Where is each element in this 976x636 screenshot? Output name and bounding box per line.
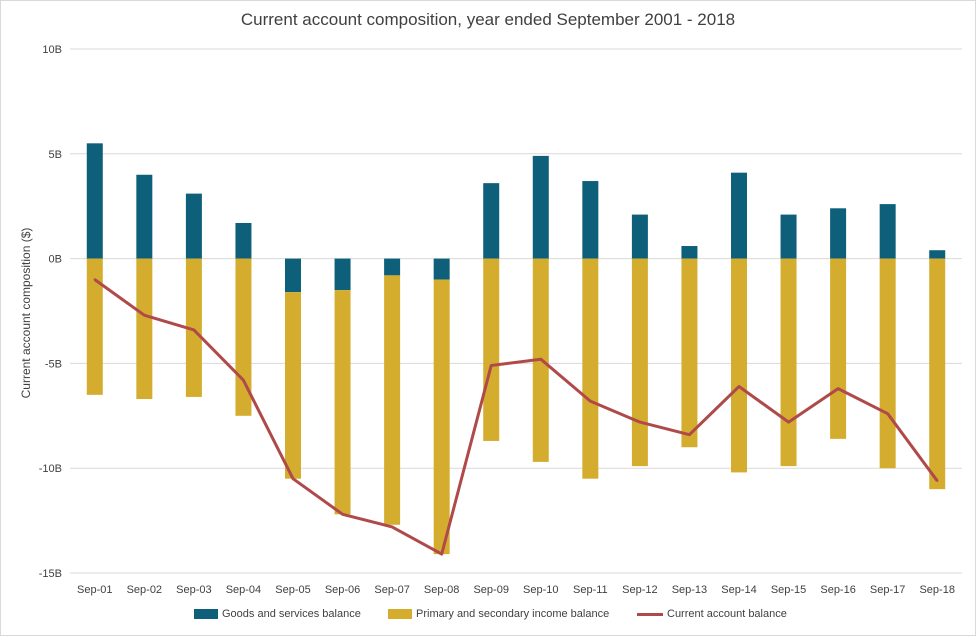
x-tick-label: Sep-02 bbox=[127, 584, 162, 596]
legend-swatch-goods bbox=[194, 609, 218, 619]
current-account-point bbox=[341, 513, 344, 516]
y-tick-label: 5B bbox=[49, 149, 62, 161]
x-tick-label: Sep-14 bbox=[721, 584, 756, 596]
x-tick-label: Sep-04 bbox=[226, 584, 261, 596]
legend-swatch-income bbox=[388, 609, 412, 619]
current-account-point bbox=[192, 328, 196, 332]
current-account-point bbox=[688, 433, 691, 436]
current-account-point bbox=[589, 399, 592, 403]
bar-primary-secondary-income bbox=[830, 258, 847, 439]
legend-item-current-account: Current account balance bbox=[637, 608, 787, 620]
current-account-point bbox=[886, 412, 889, 415]
legend: Goods and services balance Primary and s… bbox=[0, 608, 976, 626]
bar-primary-secondary-income bbox=[433, 279, 450, 555]
legend-label-goods: Goods and services balance bbox=[222, 608, 361, 620]
bar-primary-secondary-income bbox=[582, 258, 599, 479]
legend-label-income: Primary and secondary income balance bbox=[416, 608, 610, 620]
current-account-point bbox=[737, 385, 741, 388]
legend-item-income: Primary and secondary income balance bbox=[388, 608, 609, 620]
current-account-point bbox=[836, 387, 840, 390]
x-tick-label: Sep-11 bbox=[573, 584, 608, 596]
y-tick-label: -5B bbox=[45, 358, 62, 370]
current-account-point bbox=[490, 364, 493, 367]
legend-label-current-account: Current account balance bbox=[667, 608, 787, 620]
bar-goods-services bbox=[285, 258, 301, 293]
bar-goods-services bbox=[780, 214, 797, 259]
bar-goods-services bbox=[681, 246, 698, 259]
y-tick-label: 10B bbox=[42, 44, 62, 56]
bar-goods-services bbox=[532, 155, 549, 259]
x-tick-label: Sep-16 bbox=[820, 584, 855, 596]
bar-primary-secondary-income bbox=[185, 258, 202, 397]
bar-primary-secondary-income bbox=[86, 258, 103, 395]
bar-goods-services bbox=[582, 181, 599, 259]
bar-goods-services bbox=[731, 172, 747, 259]
legend-item-goods: Goods and services balance bbox=[194, 608, 361, 620]
y-tick-label: -15B bbox=[39, 568, 62, 580]
bar-primary-secondary-income bbox=[384, 275, 401, 525]
legend-swatch-current-account bbox=[637, 612, 663, 616]
x-tick-label: Sep-07 bbox=[374, 584, 409, 596]
x-tick-label: Sep-18 bbox=[919, 584, 954, 596]
current-account-point bbox=[440, 552, 443, 556]
x-tick-label: Sep-03 bbox=[176, 584, 211, 596]
bar-goods-services bbox=[235, 222, 252, 259]
x-tick-label: Sep-05 bbox=[275, 584, 310, 596]
bar-goods-services bbox=[631, 214, 648, 259]
x-tick-label: Sep-15 bbox=[771, 584, 806, 596]
gridlines bbox=[70, 48, 962, 574]
bar-primary-secondary-income bbox=[136, 258, 153, 400]
bar-primary-secondary-income bbox=[631, 258, 648, 467]
x-tick-label: Sep-12 bbox=[622, 584, 657, 596]
bar-goods-services bbox=[433, 258, 450, 280]
x-tick-label: Sep-13 bbox=[672, 584, 707, 596]
bar-goods-services bbox=[136, 174, 153, 259]
x-tick-label: Sep-10 bbox=[523, 584, 558, 596]
bar-primary-secondary-income bbox=[780, 258, 797, 467]
x-tick-label: Sep-08 bbox=[424, 584, 459, 596]
y-axis-ticks: 10B 5B 0B -5B -10B -15B bbox=[39, 44, 62, 580]
current-account-line bbox=[93, 278, 939, 556]
x-axis-ticks: Sep-01 Sep-02 Sep-03 Sep-04 Sep-05 Sep-06 Sep-… bbox=[77, 584, 955, 596]
bar-primary-secondary-income bbox=[731, 258, 747, 473]
current-account-point bbox=[242, 378, 245, 382]
x-tick-label: Sep-09 bbox=[473, 584, 508, 596]
bar-goods-services bbox=[483, 183, 500, 259]
current-account-point bbox=[390, 525, 394, 529]
bar-primary-secondary-income bbox=[929, 258, 946, 490]
bar-primary-secondary-income bbox=[285, 292, 301, 479]
current-account-point bbox=[787, 420, 790, 424]
bar-primary-secondary-income bbox=[483, 258, 500, 441]
y-axis-label: Current account composition ($) bbox=[19, 228, 33, 399]
x-tick-label: Sep-01 bbox=[77, 584, 112, 596]
current-account-point bbox=[93, 278, 96, 281]
current-account-point bbox=[936, 479, 939, 482]
bar-goods-services bbox=[384, 258, 401, 276]
bar-goods-services bbox=[86, 143, 103, 259]
current-account-point bbox=[638, 420, 642, 424]
bar-goods-services bbox=[185, 193, 202, 259]
bar-marks bbox=[86, 143, 946, 555]
bar-primary-secondary-income bbox=[681, 258, 698, 448]
y-tick-label: 0B bbox=[49, 254, 62, 266]
bar-primary-secondary-income bbox=[334, 290, 351, 515]
line-marks bbox=[93, 278, 939, 556]
bar-goods-services bbox=[929, 250, 946, 259]
current-account-point bbox=[143, 313, 146, 317]
bar-goods-services bbox=[879, 204, 896, 259]
bar-goods-services bbox=[830, 208, 847, 259]
current-account-point bbox=[539, 358, 542, 361]
x-tick-label: Sep-17 bbox=[870, 584, 905, 596]
bar-primary-secondary-income bbox=[879, 258, 896, 469]
bar-goods-services bbox=[334, 258, 351, 291]
x-tick-label: Sep-06 bbox=[325, 584, 360, 596]
chart-title: Current account composition, year ended … bbox=[240, 10, 736, 29]
current-account-point bbox=[291, 477, 295, 480]
y-tick-label: -10B bbox=[39, 463, 62, 475]
